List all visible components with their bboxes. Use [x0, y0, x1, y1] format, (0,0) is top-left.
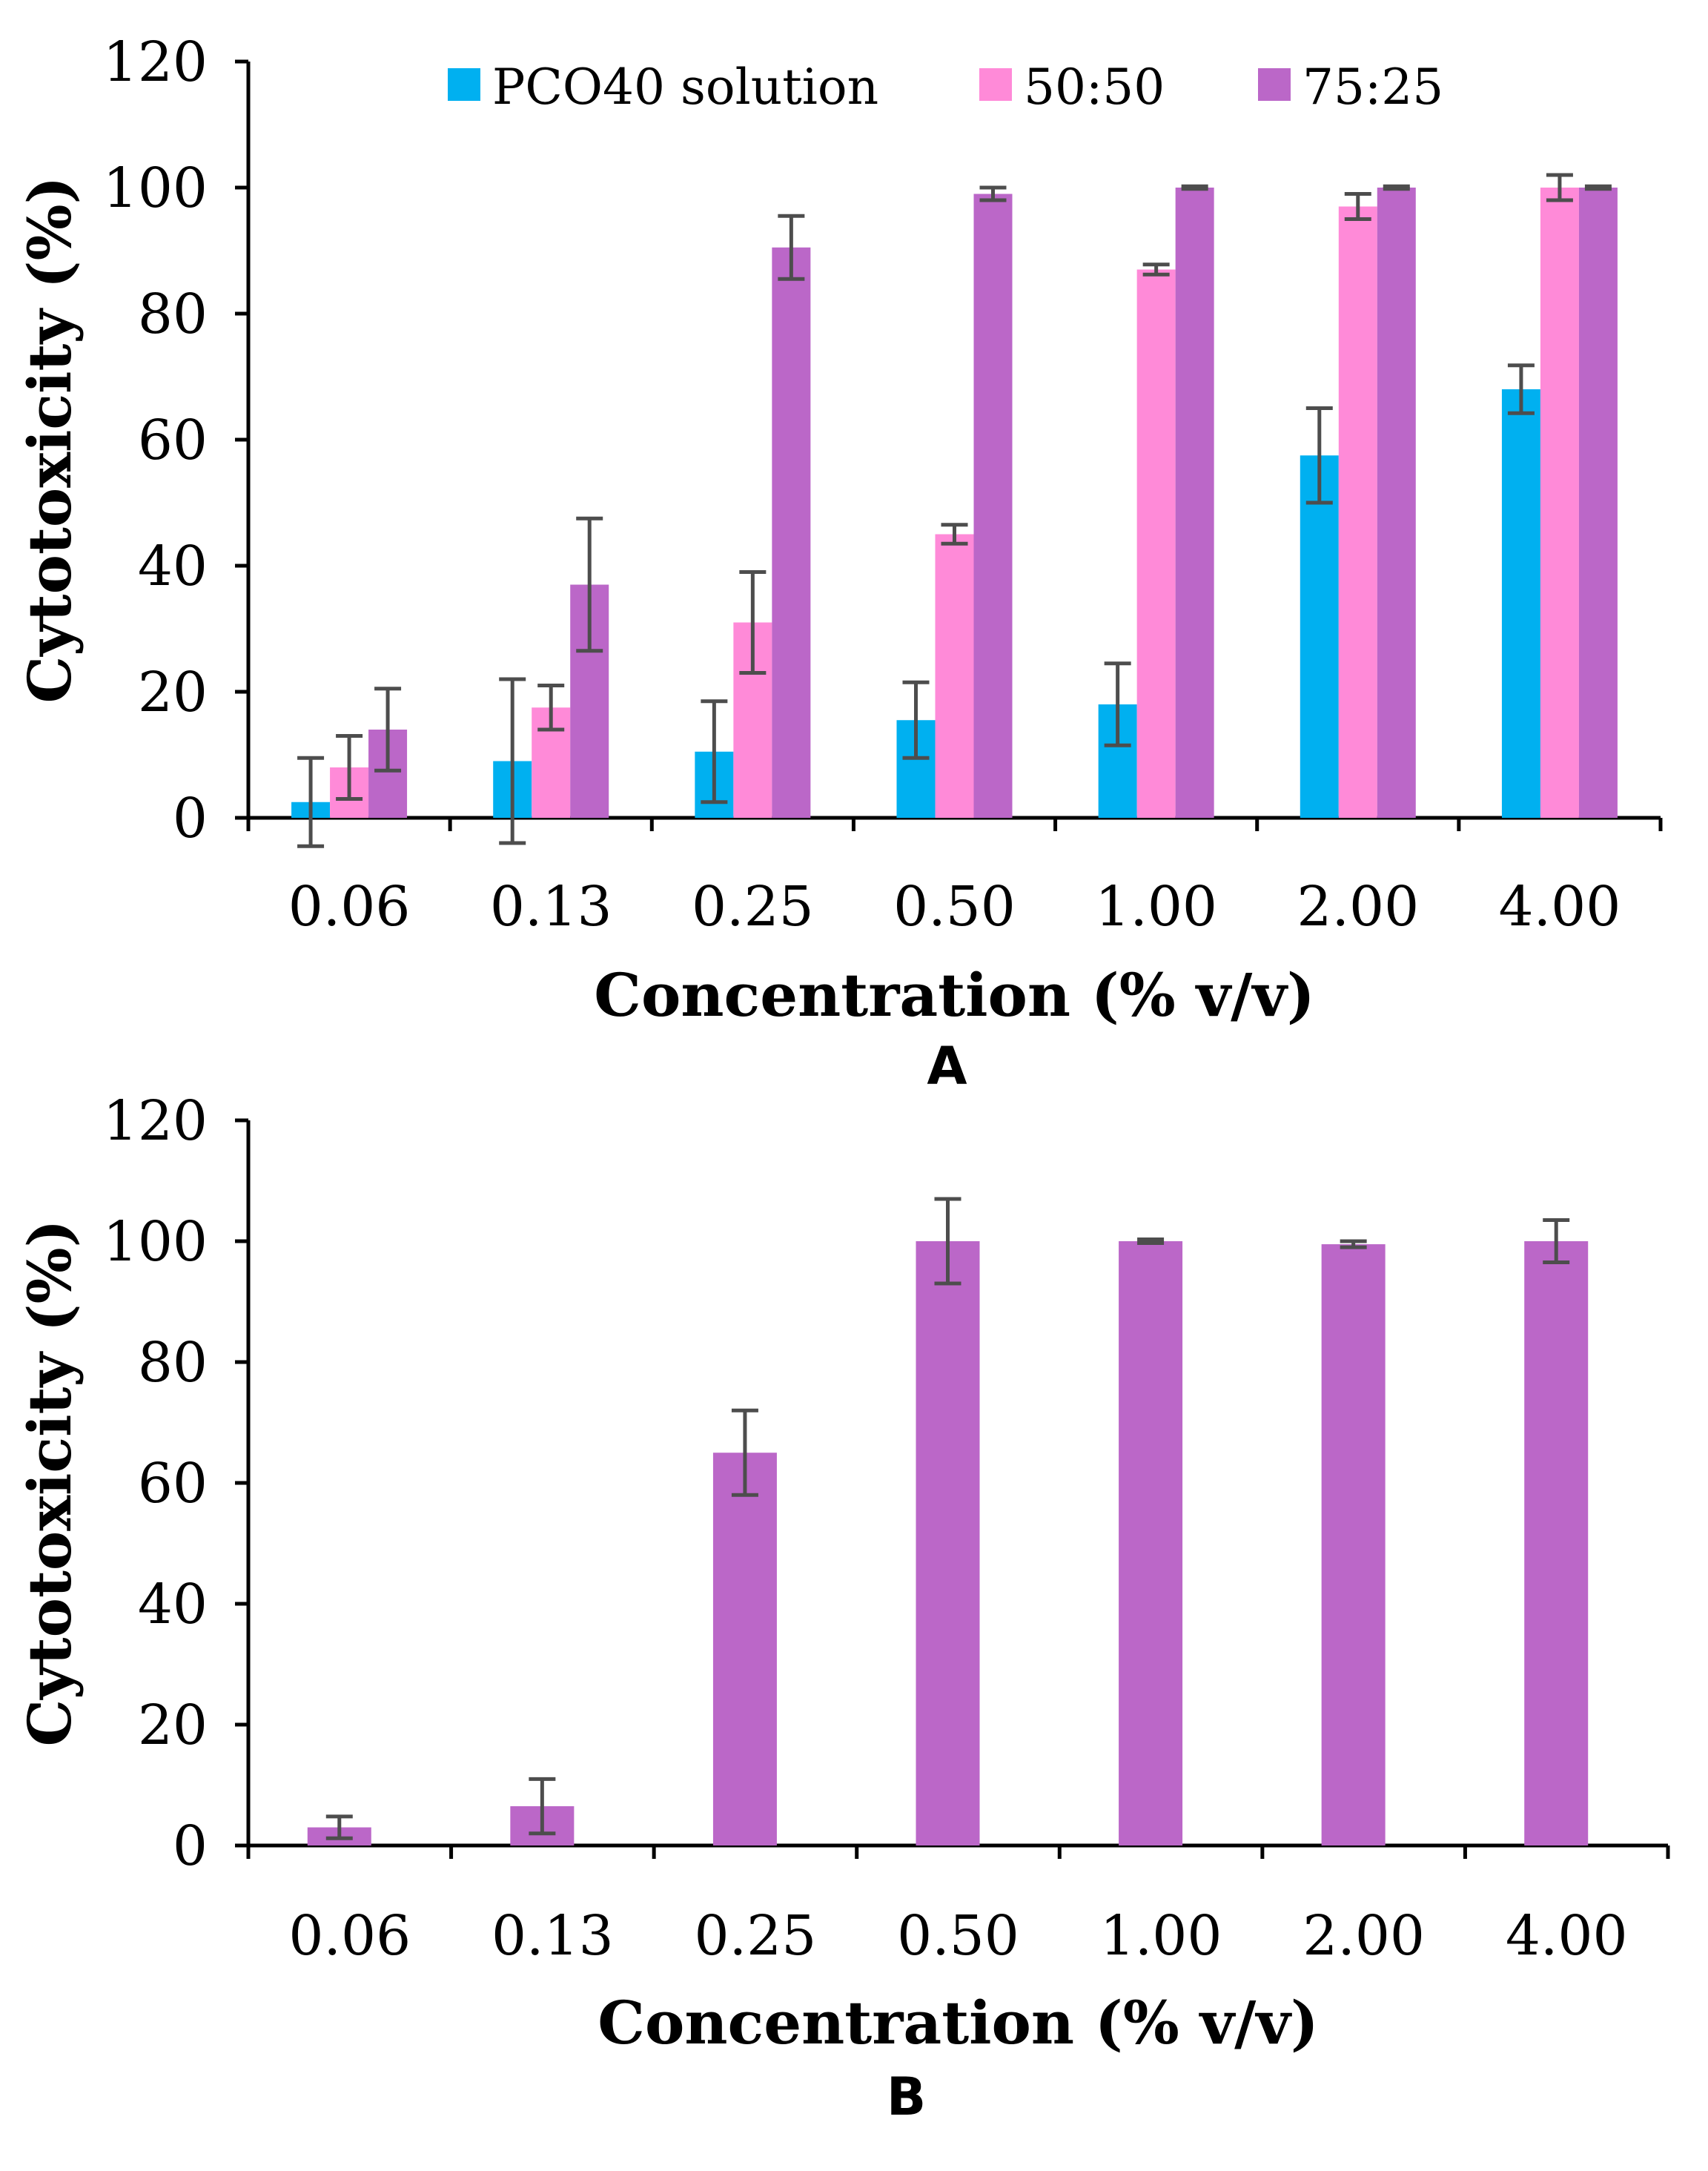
x-axis-title-a: Concentration (% v/v) — [594, 960, 1314, 1030]
panel-label-a: A — [927, 1036, 967, 1097]
y-tick-label-b: 40 — [138, 1573, 208, 1636]
x-tick-label-b: 0.06 — [288, 1904, 411, 1968]
chart-panel-b: 0 20 40 60 80 100 120 0.06 0.13 0.25 0.50 1.00 2.00 4… — [15, 1089, 1670, 2127]
legend-label-a: 75:25 — [1302, 59, 1443, 116]
x-tick-label-a: 0.06 — [288, 875, 411, 939]
x-tick-label-a: 0.25 — [692, 875, 814, 939]
x-tick-label-a: 0.13 — [490, 875, 612, 939]
y-tick-label-b: 80 — [138, 1331, 208, 1395]
panel-label-b: B — [887, 2066, 926, 2127]
y-tick-label-a: 40 — [138, 535, 208, 598]
x-tick-label-a: 0.50 — [893, 875, 1016, 939]
bar-a-50-50-6 — [1540, 188, 1579, 818]
bar-a-50-50-5 — [1338, 206, 1377, 818]
bar-a-75-25-3 — [973, 194, 1013, 818]
legend-swatch-a — [1258, 68, 1291, 101]
bar-a-50-50-4 — [1136, 269, 1176, 818]
bar-b-75-25-5 — [1321, 1244, 1386, 1845]
x-tick-label-b: 0.13 — [491, 1904, 614, 1968]
legend-a: PCO40 solution 50:50 75:25 — [448, 59, 1443, 116]
legend-swatch-a — [448, 68, 480, 101]
y-tick-label-b: 20 — [138, 1693, 208, 1757]
y-tick-label-a: 120 — [103, 30, 208, 94]
y-tick-label-b: 120 — [103, 1089, 208, 1153]
y-tick-label-a: 80 — [138, 282, 208, 346]
bar-a-75-25-2 — [772, 247, 811, 818]
x-tick-label-a: 4.00 — [1499, 875, 1621, 939]
legend-label-a: 50:50 — [1024, 59, 1165, 116]
y-axis-title-a: Cytotoxicity (%) — [15, 176, 85, 704]
chart-panel-a: 0 20 40 60 80 100 120 0.06 0.13 0.25 0.50 1.00 2.00 4… — [15, 30, 1663, 1097]
bar-b-75-25-2 — [712, 1453, 777, 1845]
bar-a-75-25-6 — [1578, 188, 1618, 818]
y-tick-label-a: 0 — [173, 787, 208, 850]
bar-a-75-25-4 — [1175, 188, 1214, 818]
x-tick-label-b: 0.50 — [897, 1904, 1019, 1968]
legend-swatch-a — [979, 68, 1012, 101]
x-axis-title-b: Concentration (% v/v) — [598, 1988, 1318, 2058]
y-tick-label-b: 100 — [103, 1210, 208, 1274]
x-tick-label-b: 2.00 — [1302, 1904, 1425, 1968]
y-axis-title-b: Cytotoxicity (%) — [15, 1220, 85, 1747]
y-tick-label-a: 100 — [103, 156, 208, 220]
y-tick-label-b: 0 — [173, 1814, 208, 1878]
y-tick-label-a: 20 — [138, 661, 208, 724]
bar-a-50-50-3 — [935, 534, 974, 818]
bar-a-75-25-5 — [1377, 188, 1416, 818]
y-tick-label-b: 60 — [138, 1452, 208, 1516]
x-tick-label-a: 2.00 — [1297, 875, 1419, 939]
x-tick-label-b: 4.00 — [1506, 1904, 1628, 1968]
bar-b-75-25-6 — [1524, 1241, 1589, 1845]
legend-label-a: PCO40 solution — [492, 59, 878, 116]
bar-a-pco40-solution-6 — [1501, 389, 1540, 818]
bar-b-75-25-3 — [916, 1241, 980, 1845]
y-tick-label-a: 60 — [138, 409, 208, 472]
bar-b-75-25-4 — [1119, 1241, 1183, 1845]
x-tick-label-b: 1.00 — [1100, 1904, 1222, 1968]
bar-a-pco40-solution-5 — [1300, 455, 1339, 818]
x-tick-label-b: 0.25 — [695, 1904, 817, 1968]
x-tick-label-a: 1.00 — [1095, 875, 1217, 939]
